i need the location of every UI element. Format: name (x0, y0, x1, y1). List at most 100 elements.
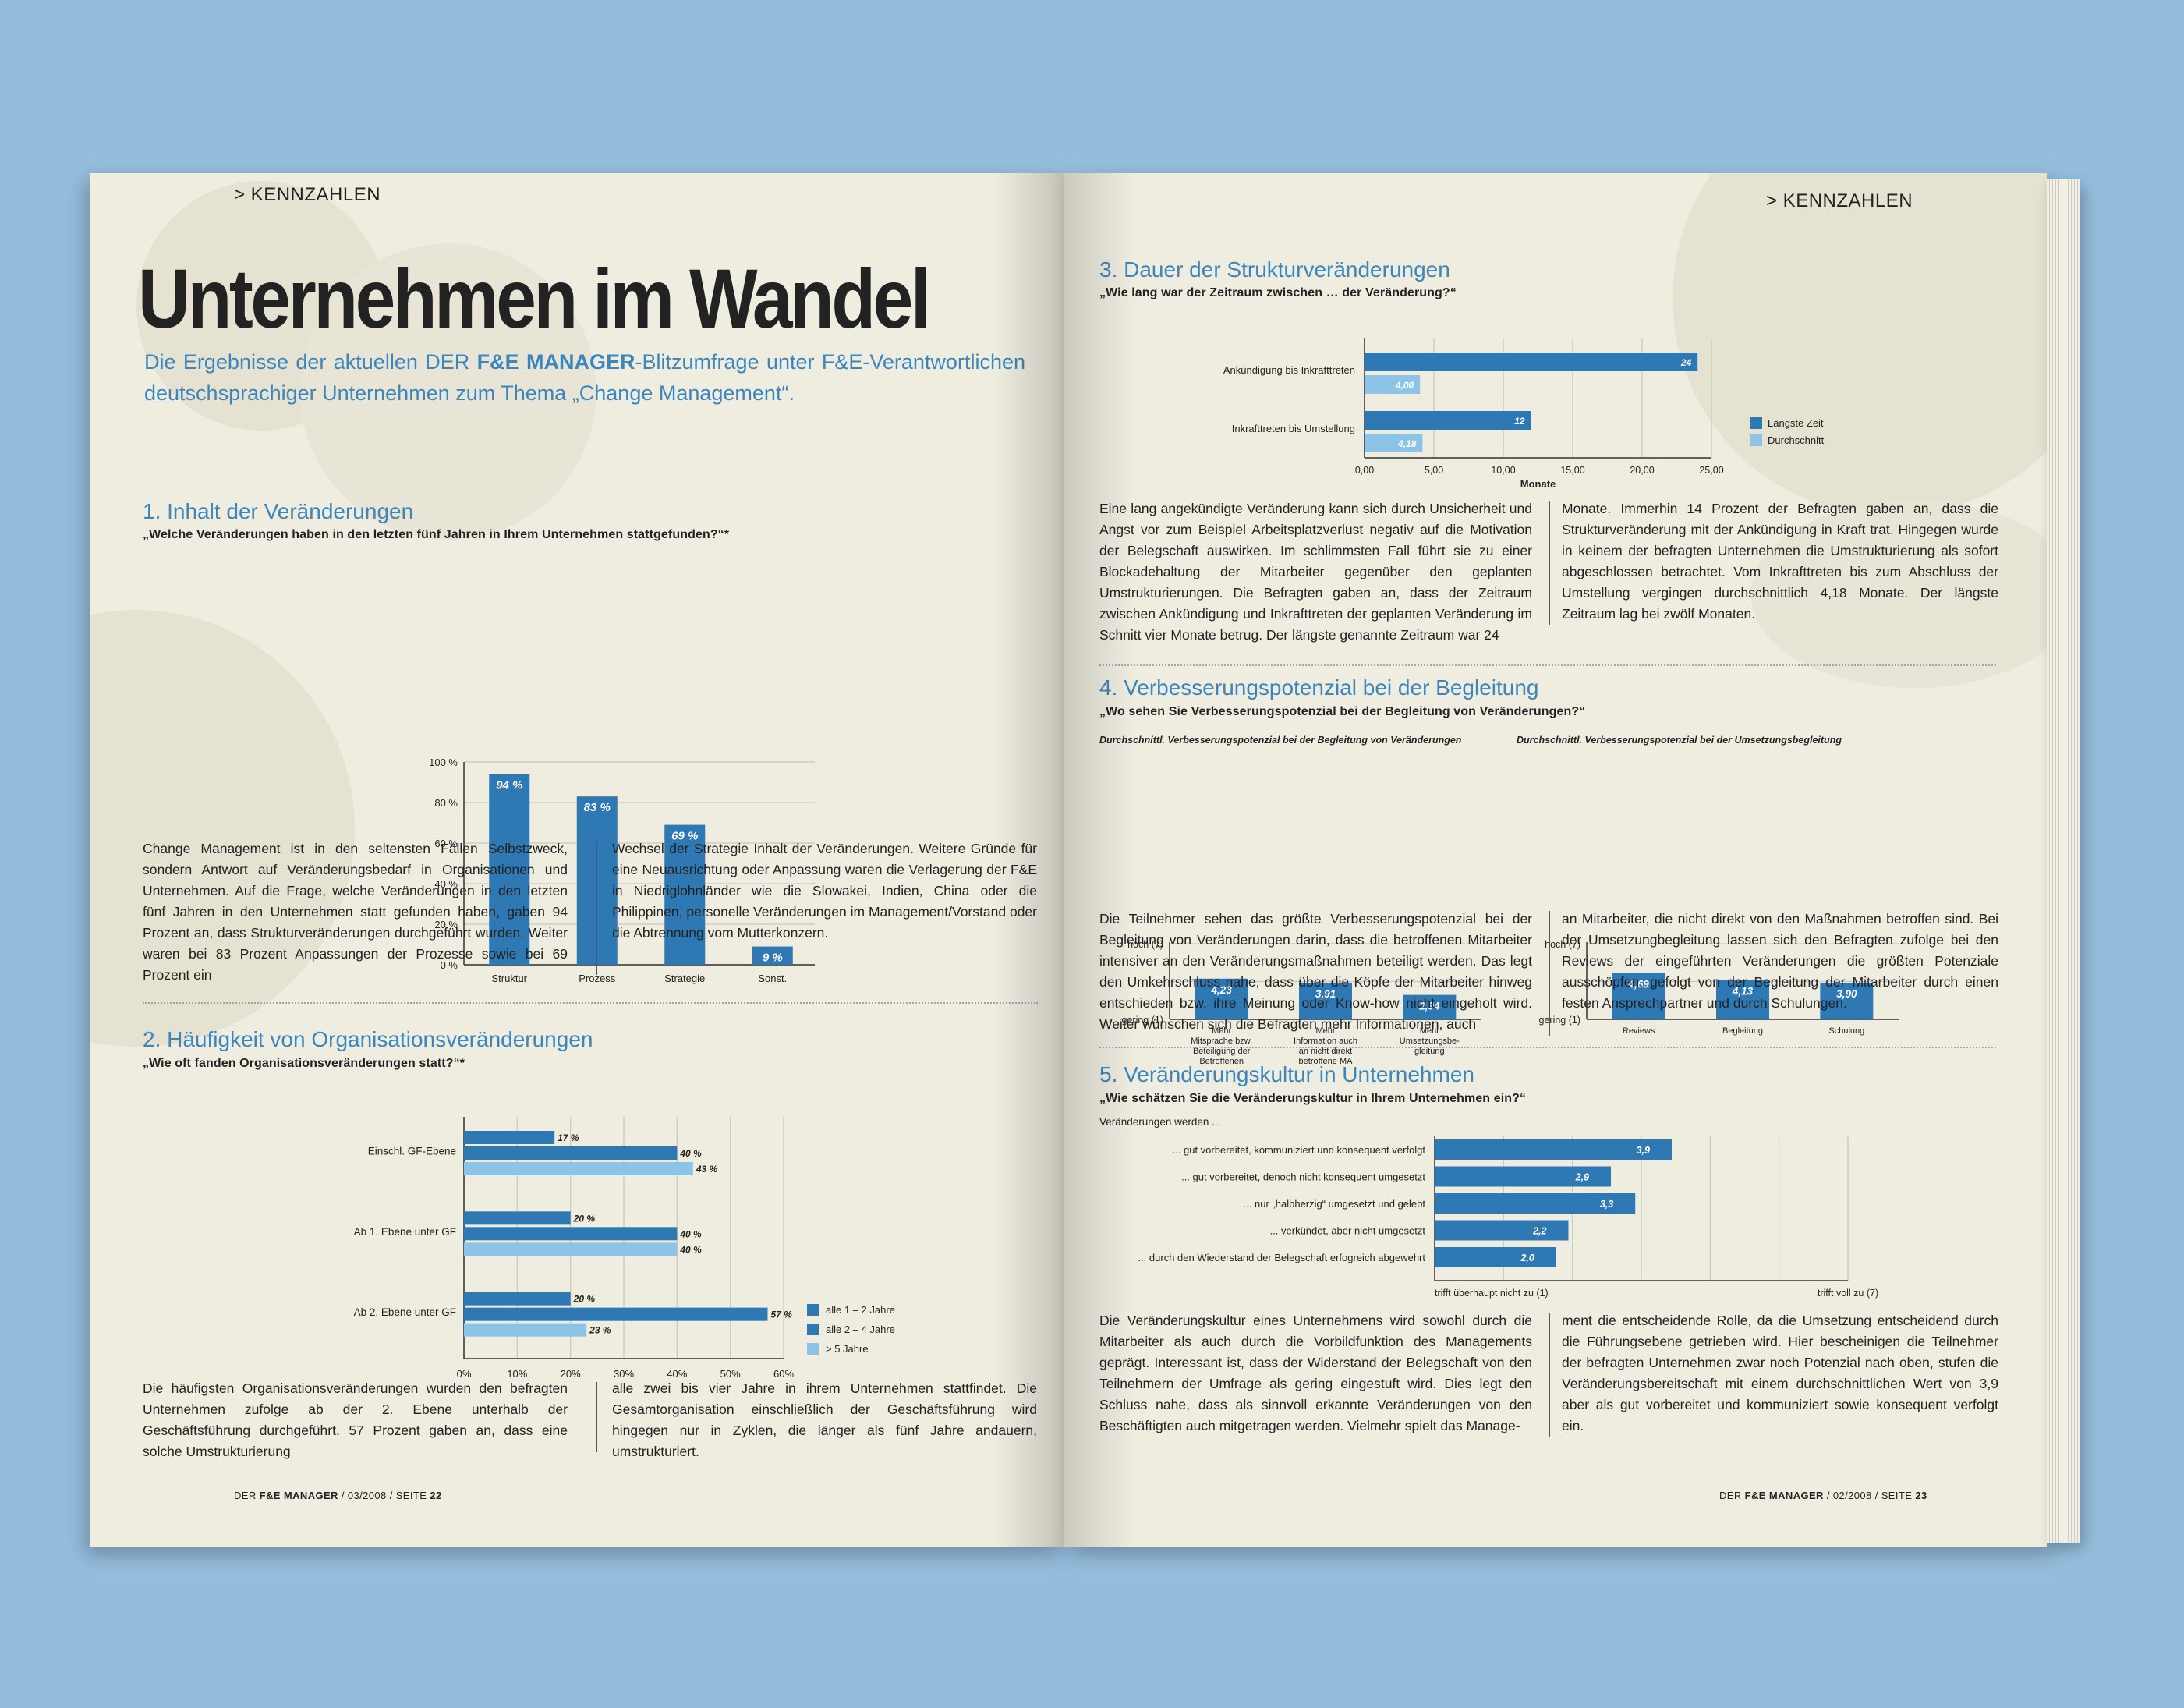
x-tick-label: Mehr (1420, 1026, 1439, 1036)
section-label: > KENNZAHLEN (1766, 190, 1913, 211)
body-text-column: Change Management ist in den seltensten … (143, 841, 568, 983)
bar (464, 1211, 571, 1225)
x-tick-label: an nicht direkt (1299, 1047, 1352, 1056)
bar (1435, 1193, 1636, 1214)
y-tick-label: 60 % (434, 838, 458, 849)
x-tick-label: 0% (457, 1368, 472, 1380)
column-divider (1549, 911, 1550, 1036)
data-label: 2,0 (1520, 1253, 1534, 1263)
body-text-column: Wechsel der Strategie Inhalt der Verände… (612, 841, 1037, 941)
y-tick-label: gering (1) (1539, 1015, 1581, 1026)
bar (1435, 1166, 1612, 1187)
bar (464, 1131, 555, 1144)
bar (1195, 978, 1248, 1019)
y-tick-label: Ankündigung bis Inkrafttreten (1223, 364, 1355, 376)
data-label: 4,13 (1732, 985, 1754, 997)
x-tick-label: trifft voll zu (7) (1818, 1288, 1878, 1299)
y-tick-label: 80 % (434, 797, 458, 809)
x-tick-label: Mehr (1212, 1026, 1231, 1036)
data-label: 24 (1680, 357, 1692, 368)
section-divider (1099, 664, 1996, 666)
bar (464, 1227, 678, 1241)
x-tick-label: 15,00 (1560, 465, 1584, 476)
bar (1365, 353, 1698, 371)
y-tick-label: ... gut vorbereitet, kommuniziert und ko… (1173, 1144, 1426, 1156)
data-label: 20 % (573, 1213, 596, 1224)
data-label: 94 % (496, 779, 522, 792)
x-tick-label: Begleitung (1722, 1026, 1763, 1036)
data-label: 57 % (771, 1309, 793, 1320)
section-question: „Wie oft fanden Organisationsveränderung… (143, 1057, 465, 1070)
x-tick-label: Mehr (1315, 1026, 1335, 1036)
chart-duration: 0,00 5,00 10,00 15,00 20,00 25,00 Monate Ankünd… (1223, 338, 1825, 490)
decorative-circle (300, 243, 596, 540)
data-label: 40 % (679, 1148, 702, 1159)
y-tick-label: 100 % (429, 757, 458, 768)
bar (464, 1162, 693, 1175)
bar (752, 946, 793, 965)
section-title: 3. Dauer der Strukturveränderungen (1099, 257, 1450, 282)
legend-label: > 5 Jahre (826, 1343, 869, 1355)
legend-label: alle 1 – 2 Jahre (826, 1304, 895, 1316)
x-tick-label: Struktur (491, 973, 527, 984)
x-tick-label: 10% (507, 1368, 527, 1380)
legend-label: Längste Zeit (1768, 417, 1824, 429)
y-tick-label: gering (1) (1122, 1015, 1164, 1026)
section-divider (1099, 1047, 1996, 1048)
chart-title: Durchschnittl. Verbesserungspotenzial be… (1517, 735, 1842, 746)
y-tick-label: 40 % (434, 878, 458, 890)
bar (464, 1242, 678, 1256)
data-label: 43 % (696, 1164, 718, 1175)
x-tick-label: 50% (720, 1368, 741, 1380)
bar (489, 774, 530, 965)
right-page: > KENNZAHLEN 3. Dauer der Strukturveränd… (1064, 173, 2047, 1547)
data-label: 9 % (763, 951, 783, 965)
body-text-column: Monate. Immerhin 14 Prozent der Befragte… (1562, 501, 1998, 622)
body-text-column: Die Veränderungskultur eines Unternehmen… (1099, 1313, 1532, 1433)
legend-swatch (1750, 417, 1762, 429)
data-label: 4,23 (1211, 984, 1233, 996)
data-label: 12 (1514, 416, 1525, 427)
data-label: 4,18 (1397, 438, 1417, 449)
bar (1716, 980, 1769, 1019)
bar (664, 824, 706, 965)
column-divider (1549, 501, 1550, 625)
data-label: 69 % (671, 830, 698, 843)
column-divider (596, 842, 597, 975)
decorative-circle (1750, 501, 2047, 688)
chart-change-culture: Veränderungen werden ... trifft überhaupt… (1099, 1116, 1878, 1299)
data-label: 2,94 (1418, 1001, 1440, 1012)
column-divider (1549, 1313, 1550, 1437)
bar (464, 1323, 587, 1337)
bar (464, 1307, 768, 1321)
page-subtitle: Die Ergebnisse der aktuellen DER F&E MAN… (144, 350, 1025, 405)
legend-swatch (807, 1343, 819, 1355)
section-title: 5. Veränderungskultur in Unternehmen (1099, 1062, 1474, 1086)
body-text-column: an Mitarbeiter, die nicht direkt von den… (1562, 911, 1998, 1011)
section-question: „Welche Veränderungen haben in den letzt… (143, 528, 730, 541)
data-label: 3,90 (1836, 988, 1857, 1000)
bar (1612, 973, 1665, 1019)
column-divider (596, 1382, 597, 1452)
legend-swatch (807, 1324, 819, 1335)
page-footer: DER F&E MANAGER / 02/2008 / SEITE 23 (1719, 1490, 1927, 1501)
x-tick-label: Mitsprache bzw. (1191, 1036, 1252, 1046)
bar (464, 1292, 571, 1306)
chart-subtitle: Veränderungen werden ... (1099, 1116, 1220, 1128)
chart-reorganisation-frequency: 0% 10% 20% 30% 40% 50% 60% Einschl. GF-Ebene 17 … (354, 1117, 895, 1380)
x-tick-label: Beteiligung der (1193, 1047, 1251, 1056)
data-label: 20 % (573, 1294, 596, 1305)
bar (1435, 1139, 1672, 1160)
x-tick-label: Umsetzungsbe- (1400, 1036, 1460, 1046)
bar (1365, 434, 1423, 452)
x-tick-label: Information auch (1294, 1036, 1357, 1046)
legend-label: alle 2 – 4 Jahre (826, 1324, 895, 1335)
chart-title: Durchschnittl. Verbesserungspotenzial be… (1099, 735, 1462, 746)
bar (1365, 375, 1421, 394)
y-tick-label: hoch (7) (1127, 939, 1163, 950)
legend-swatch (807, 1304, 819, 1316)
data-label: 2,2 (1532, 1226, 1546, 1237)
data-label: 17 % (558, 1132, 579, 1143)
left-page: > KENNZAHLEN Unternehmen im Wandel Die E… (90, 173, 1064, 1547)
bar (464, 1146, 678, 1160)
